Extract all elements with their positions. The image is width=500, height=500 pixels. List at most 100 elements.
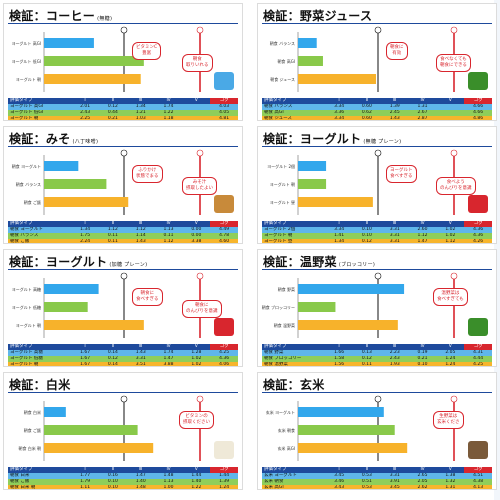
marker-circle (120, 26, 128, 34)
bar-label: 玄米 ヨーグルト (266, 409, 295, 415)
bar (44, 56, 144, 66)
verification-panel: 検証：白米 朝食 白米 朝食 ご飯 朝食 白米 朝ビタミンの 摂取ください 評価タイプ Ⅰ… (3, 372, 243, 490)
bar-label: ヨーグルト 低糖 (12, 304, 41, 310)
bar (298, 74, 376, 84)
bar-label: ヨーグルト 朝 (270, 181, 295, 187)
marker-circle (450, 395, 458, 403)
title-underline (262, 146, 492, 147)
marker-circle (196, 149, 204, 157)
table-row: 朝食 白米 朝 1.11 0.10 1.48 1.00 1.22 1.24 (8, 485, 238, 489)
table-row: ヨーグルト 朝 1.41 0.10 3.31 1.12 1.02 4.36 (262, 233, 492, 239)
table-row: ヨーグルト 高GI 2.01 0.12 1.34 1.74 4.03 (8, 104, 238, 110)
bar-label: 朝食 ご飯 (24, 427, 41, 433)
bar (44, 425, 138, 435)
marker-circle (450, 149, 458, 157)
bar (44, 284, 99, 294)
bar-label: ヨーグルト 高糖 (12, 286, 41, 292)
food-illustration (468, 318, 488, 336)
bar (298, 284, 405, 294)
data-table: 評価タイプ Ⅰ Ⅱ Ⅲ Ⅳ Ⅴ コク 玄米 ヨーグルト 3.45 0.53 3.31 2.65 1.38… (262, 467, 493, 489)
bar-label: 朝食 高GI (277, 58, 295, 64)
bar-label: 朝食 ヨーグルト (12, 163, 41, 169)
title-underline (262, 392, 492, 393)
table-row: 朝食 温野菜 1.56 0.11 1.93 0.10 1.24 4.25 (262, 362, 492, 366)
bar-label: 玄米 朝食 (278, 427, 295, 433)
bar (298, 197, 373, 207)
bar (298, 179, 327, 189)
bar (44, 302, 88, 312)
title-underline (8, 23, 238, 24)
marker-circle (374, 26, 382, 34)
bar-label: 朝食 ブロッコリー (262, 304, 295, 310)
marker-circle (374, 149, 382, 157)
bar (298, 56, 323, 66)
table-row: 玄米 朝食 3.46 0.51 3.91 2.05 1.32 4.38 (262, 479, 492, 485)
marker-circle (450, 272, 458, 280)
table-row: ヨーグルト 2個 3.34 0.10 3.31 2.60 1.02 4.36 (262, 227, 492, 233)
bar (44, 197, 129, 207)
data-table: 評価タイプ Ⅰ Ⅱ Ⅲ Ⅳ Ⅴ コク 朝食 バランス 3.34 0.60 1.39 1.31 4.66 朝… (262, 98, 493, 120)
marker-circle (196, 26, 204, 34)
bar-label: ヨーグルト 昼 (270, 199, 295, 205)
bar-label: 朝食 白米 (24, 409, 41, 415)
table-header: 評価タイプ Ⅰ Ⅱ Ⅲ Ⅳ Ⅴ コク (262, 221, 493, 227)
data-table: 評価タイプ Ⅰ Ⅱ Ⅲ Ⅳ Ⅴ コク ヨーグルト 高糖 1.67 0.14 1.43 1.74 1.28… (8, 344, 239, 366)
panel-title: 検証：野菜ジュース (263, 9, 373, 23)
food-illustration (214, 441, 234, 459)
callout-bubble: 朝食 取りいれる (182, 54, 213, 72)
verification-panel: 検証：コーヒー (無糖) ヨーグルト 高GI ヨーグルト 低GI ヨーグルト 朝 ビタミ… (3, 3, 243, 121)
verification-panel: 検証：みそ (八丁味噌) 朝食 ヨーグルト 朝食 バランス 朝食 ご飯 ふりかけ 状態でま… (3, 126, 243, 244)
bar-label: 朝食 バランス (16, 181, 41, 187)
bar-label: 玄米 高GI (277, 445, 295, 451)
bar-label: ヨーグルト 2個 (267, 163, 295, 169)
marker-circle (450, 26, 458, 34)
bar-label: 朝食 ジュース (270, 76, 295, 82)
table-header: 評価タイプ Ⅰ Ⅱ Ⅲ Ⅳ Ⅴ コク (8, 98, 239, 104)
bar-label: 朝食 ご飯 (24, 199, 41, 205)
verification-panel: 検証：野菜ジュース 朝食 バランス 朝食 高GI 朝食 ジュース 朝食に 有効 食べなくて… (257, 3, 497, 121)
table-row: 朝食 バランス 3.34 0.60 1.39 1.31 4.66 (262, 104, 492, 110)
bar (44, 320, 144, 330)
table-row: 玄米 高GI 3.43 0.53 3.45 2.62 1.31 4.13 (262, 485, 492, 489)
bar-label: 朝食 バランス (270, 40, 295, 46)
callout-bubble: 温野菜は 食べすぎても (433, 288, 468, 306)
food-illustration (468, 72, 488, 90)
verification-panel: 検証：玄米 玄米 ヨーグルト玄米 朝食玄米 高GI 生野菜は 玄米くださ評価タイプ Ⅰ… (257, 372, 497, 490)
table-header: 評価タイプ Ⅰ Ⅱ Ⅲ Ⅳ Ⅴ コク (8, 221, 239, 227)
verification-panel: 検証：ヨーグルト (加糖 プレーン) ヨーグルト 高糖 ヨーグルト 低糖 ヨーグルト … (3, 249, 243, 367)
table-row: ヨーグルト 朝 2.25 0.21 1.03 1.18 4.81 (8, 116, 238, 120)
table-row: ヨーグルト 朝 1.67 0.14 3.51 3.88 1.02 4.06 (8, 362, 238, 366)
bar (298, 407, 384, 417)
panel-title: 検証：白米 (9, 378, 71, 392)
title-underline (8, 392, 238, 393)
callout-bubble: ビタミンの 摂取ください (179, 411, 214, 429)
bar-label: 朝食 野菜 (278, 286, 295, 292)
panel-title: 検証：玄米 (263, 378, 325, 392)
callout-bubble: 生野菜は 玄米くださ (433, 411, 464, 429)
table-header: 評価タイプ Ⅰ Ⅱ Ⅲ Ⅳ Ⅴ コク (262, 98, 493, 104)
bar (44, 38, 94, 48)
data-table: 評価タイプ Ⅰ Ⅱ Ⅲ Ⅳ Ⅴ コク 朝食 白米 1.77 0.16 1.47 1.48 1.44 1.4… (8, 467, 239, 489)
data-table: 評価タイプ Ⅰ Ⅱ Ⅲ Ⅳ Ⅴ コク 朝食 ヨーグルト 1.34 1.12 1.12 1.13 0.00… (8, 221, 239, 243)
panel-title: 検証：ヨーグルト (加糖 プレーン) (9, 255, 148, 269)
callout-bubble: みそ汁 摂取したよい (182, 177, 217, 195)
callout-bubble: ビタミンC 豊富 (132, 42, 162, 60)
food-illustration (214, 72, 234, 90)
table-row: 朝食 高GI 3.36 0.62 2.45 2.67 4.66 (262, 110, 492, 116)
bar-label: ヨーグルト 高GI (11, 40, 41, 46)
bar-chart: ヨーグルト 高GI ヨーグルト 低GI ヨーグルト 朝 (11, 26, 204, 92)
marker-circle (120, 272, 128, 280)
table-row: 朝食 野菜 1.66 0.13 2.23 0.19 2.05 4.31 (262, 350, 492, 356)
verification-panel: 検証：ヨーグルト (無糖 プレーン) ヨーグルト 2個 ヨーグルト 朝ヨーグルト 昼… (257, 126, 497, 244)
table-row: ヨーグルト 低糖 1.67 0.12 3.31 1.47 1.02 4.36 (8, 356, 238, 362)
table-row: 玄米 ヨーグルト 3.45 0.53 3.31 2.65 1.38 4.51 (262, 473, 492, 479)
bar (298, 443, 408, 453)
table-row: 朝食 ヨーグルト 1.34 1.12 1.12 1.13 0.00 4.49 (8, 227, 238, 233)
table-row: ヨーグルト 昼 1.34 0.12 3.31 1.47 1.12 4.26 (262, 239, 492, 243)
table-row: 朝食 ジュース 3.34 0.60 1.43 2.87 4.86 (262, 116, 492, 120)
bar (298, 38, 317, 48)
marker-circle (120, 395, 128, 403)
